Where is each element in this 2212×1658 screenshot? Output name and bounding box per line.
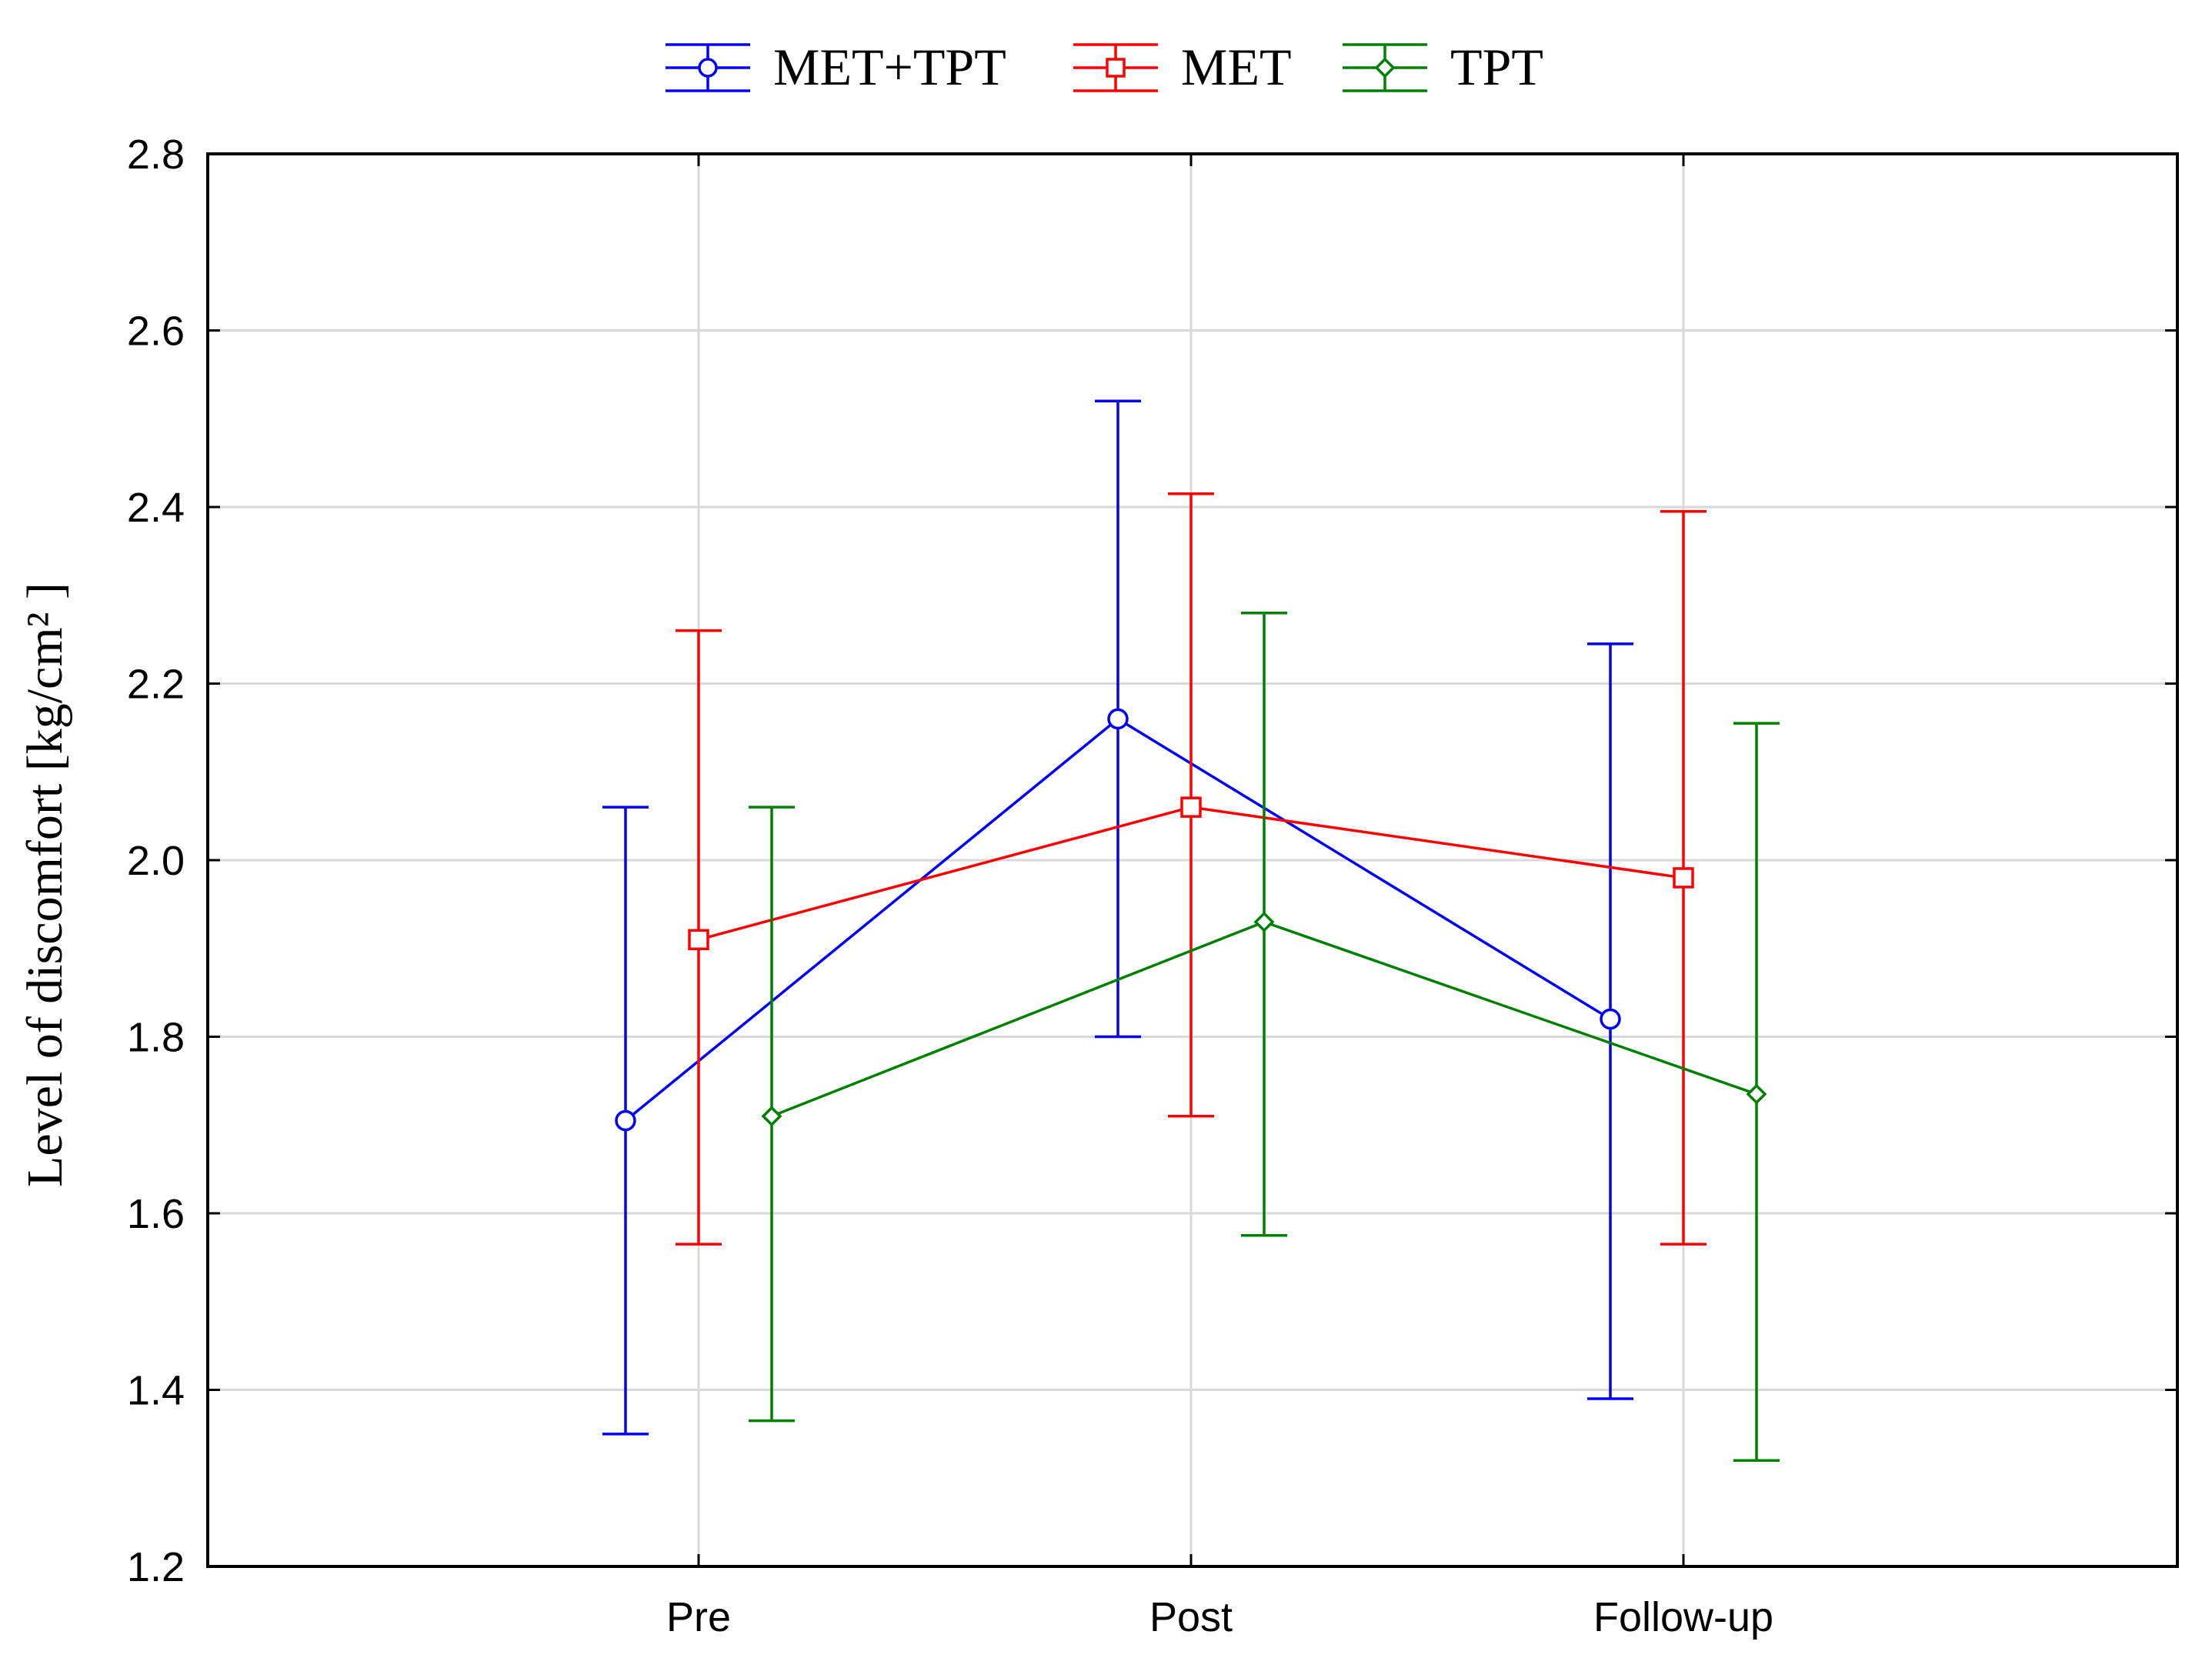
y-tick-label: 1.2 — [127, 1544, 185, 1590]
marker-circle — [698, 58, 718, 78]
series-layer — [602, 399, 1780, 1463]
series-met — [676, 492, 1707, 1246]
y-tick-label: 2.2 — [127, 662, 185, 708]
marker-square — [1180, 796, 1202, 818]
marker-diamond — [1374, 57, 1396, 78]
y-tick-label: 1.4 — [127, 1368, 185, 1414]
y-tick-label: 2.0 — [127, 838, 185, 884]
legend-label: TPT — [1450, 38, 1543, 96]
marker-circle — [615, 1109, 636, 1132]
y-tick-label: 2.6 — [127, 309, 185, 355]
marker-diamond — [1253, 911, 1275, 932]
y-tick-label: 1.8 — [127, 1015, 185, 1061]
marker-square — [688, 929, 709, 951]
y-axis: 1.2 1.4 1.6 1.8 2.0 2.2 2.4 2.6 2.8 — [127, 132, 2177, 1590]
grid — [208, 154, 2177, 1566]
marker-diamond — [1746, 1083, 1767, 1105]
y-tick-label: 2.4 — [127, 485, 185, 531]
legend-label: MET+TPT — [773, 38, 1006, 96]
marker-square — [1106, 58, 1126, 78]
y-tick-label: 1.6 — [127, 1191, 185, 1237]
x-tick-label: Follow-up — [1593, 1594, 1773, 1640]
y-axis-title: Level of discomfort [kg/cm² ] — [17, 582, 73, 1187]
series-met-tpt — [602, 399, 1633, 1436]
x-tick-label: Post — [1149, 1594, 1233, 1640]
legend-item: MET+TPT — [666, 38, 1006, 96]
marker-circle — [1107, 708, 1129, 730]
x-tick-label: Pre — [666, 1594, 731, 1640]
legend: MET+TPT MET TPT — [666, 38, 1543, 96]
series-tpt — [749, 611, 1780, 1463]
y-tick-label: 2.8 — [127, 132, 185, 178]
marker-diamond — [761, 1106, 782, 1127]
marker-circle — [1600, 1008, 1621, 1030]
marker-square — [1673, 867, 1694, 889]
x-axis: Pre Post Follow-up — [666, 154, 1773, 1640]
legend-item: TPT — [1343, 38, 1543, 96]
legend-item: MET — [1073, 38, 1292, 96]
legend-label: MET — [1181, 38, 1292, 96]
